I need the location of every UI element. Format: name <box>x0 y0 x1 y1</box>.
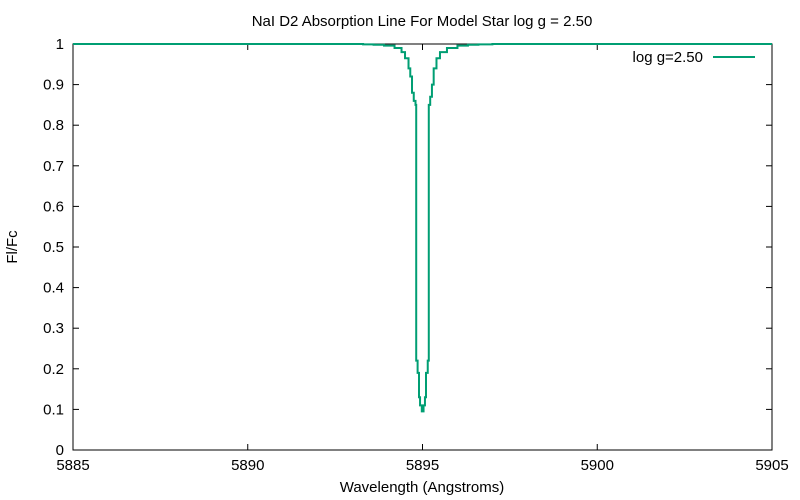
x-axis: 5885 5890 5895 5900 5905 <box>56 44 789 474</box>
series-group <box>73 43 772 413</box>
y-tick-label: 0.3 <box>43 320 64 337</box>
y-tick-label: 0.7 <box>43 158 64 175</box>
x-tick-label: 5890 <box>231 457 264 474</box>
y-tick-label: 0.2 <box>43 361 64 378</box>
x-tick-label: 5885 <box>56 457 89 474</box>
y-axis-label: Fl/Fc <box>4 230 21 264</box>
x-axis-label: Wavelength (Angstroms) <box>340 479 505 496</box>
y-tick-label: 0 <box>56 442 64 459</box>
y-axis: 0 0.1 0.2 0.3 0.4 0.5 0.6 0.7 0.8 0.9 1 <box>43 36 772 459</box>
legend-label: log g=2.50 <box>633 49 703 66</box>
y-tick-label: 0.1 <box>43 401 64 418</box>
y-tick-label: 0.6 <box>43 198 64 215</box>
y-tick-label: 1 <box>56 36 64 53</box>
legend: log g=2.50 <box>633 49 755 66</box>
series-line <box>73 43 772 413</box>
y-tick-label: 0.8 <box>43 117 64 134</box>
x-tick-label: 5895 <box>406 457 439 474</box>
x-tick-label: 5900 <box>581 457 614 474</box>
plot-frame <box>72 43 773 451</box>
y-tick-label: 0.4 <box>43 280 64 297</box>
y-tick-label: 0.9 <box>43 77 64 94</box>
y-tick-label: 0.5 <box>43 239 64 256</box>
x-tick-label: 5905 <box>755 457 788 474</box>
chart-title: NaI D2 Absorption Line For Model Star lo… <box>252 13 593 30</box>
